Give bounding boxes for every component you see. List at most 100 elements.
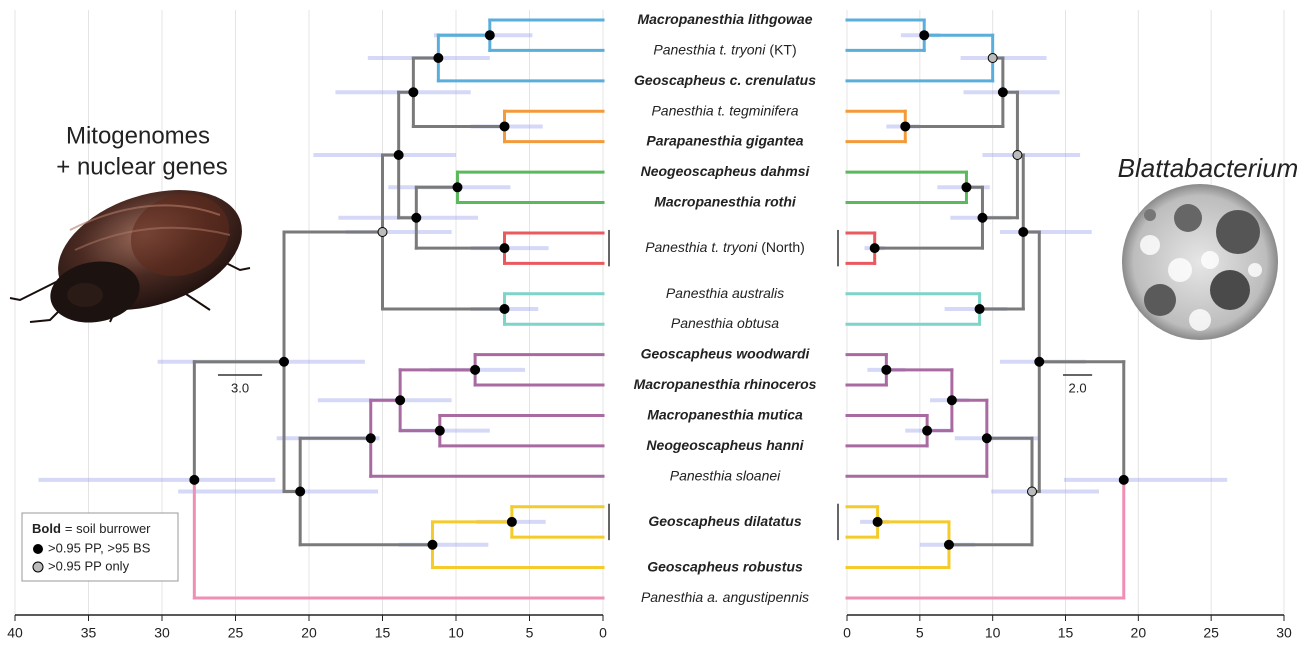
- node-full: [507, 517, 516, 526]
- taxon-name: Panesthia australis: [666, 284, 784, 300]
- node-full: [870, 244, 879, 253]
- node-full: [873, 517, 882, 526]
- node-full: [435, 426, 444, 435]
- taxon-label: Macropanesthia mutica: [647, 406, 803, 422]
- taxon-note: (KT): [769, 41, 796, 57]
- node-full: [453, 183, 462, 192]
- taxon-name: Macropanesthia mutica: [647, 406, 803, 422]
- node-full: [280, 357, 289, 366]
- beetle-image: [10, 168, 257, 331]
- node-full: [434, 54, 443, 63]
- legend-pp-dot: [33, 562, 43, 572]
- node-pp: [1013, 150, 1022, 159]
- taxon-name: Panesthia obtusa: [671, 315, 779, 331]
- node-full: [982, 434, 991, 443]
- left-title: Mitogenomes: [66, 122, 210, 149]
- node-full: [975, 304, 984, 313]
- node-pp: [1027, 487, 1036, 496]
- legend-full: >0.95 PP, >95 BS: [48, 540, 151, 555]
- right-title: Blattabacterium: [1118, 153, 1299, 183]
- taxon-name: Neogeoscapheus hanni: [646, 437, 804, 453]
- taxon-name: Panesthia a. angustipennis: [641, 589, 809, 605]
- left-subtitle: + nuclear genes: [56, 153, 227, 180]
- x-tick-label: 25: [1203, 625, 1219, 641]
- x-tick-label: 5: [526, 625, 534, 641]
- taxon-label: Geoscapheus woodwardi: [641, 345, 811, 361]
- legend-bold-word: Bold: [32, 521, 61, 536]
- taxon-label: Panesthia obtusa: [671, 315, 779, 331]
- node-full: [396, 396, 405, 405]
- node-pp: [378, 227, 387, 236]
- taxon-name: Macropanesthia rhinoceros: [634, 376, 817, 392]
- taxon-name: Parapanesthia gigantea: [646, 132, 803, 148]
- taxon-label: Geoscapheus robustus: [647, 558, 803, 574]
- node-full: [962, 183, 971, 192]
- node-full: [998, 88, 1007, 97]
- labels: Macropanesthia lithgowae Panesthia t. try…: [7, 11, 1292, 641]
- node-full: [409, 88, 418, 97]
- node-full: [1119, 475, 1128, 484]
- taxon-label: Geoscapheus c. crenulatus: [634, 72, 816, 88]
- taxon-label: Panesthia australis: [666, 284, 784, 300]
- legend: Bold = soil burrower >0.95 PP, >95 BS >0.…: [22, 513, 178, 581]
- x-tick-label: 30: [154, 625, 170, 641]
- taxon-name: Geoscapheus c. crenulatus: [634, 72, 816, 88]
- node-full: [428, 540, 437, 549]
- node-full: [882, 365, 891, 374]
- taxon-label: Panesthia t. tryoni(KT): [653, 41, 796, 57]
- taxon-name: Geoscapheus dilatatus: [648, 513, 801, 529]
- taxon-label: Macropanesthia lithgowae: [637, 11, 812, 27]
- node-full: [920, 31, 929, 40]
- taxon-name: Panesthia t. tryoni: [645, 239, 758, 255]
- taxon-label: Geoscapheus dilatatus: [648, 513, 801, 529]
- taxon-label: Parapanesthia gigantea: [646, 132, 803, 148]
- x-tick-label: 5: [916, 625, 924, 641]
- node-full: [190, 475, 199, 484]
- x-tick-label: 10: [985, 625, 1001, 641]
- scale-bar-label: 3.0: [231, 380, 249, 395]
- taxon-name: Geoscapheus robustus: [647, 558, 803, 574]
- taxon-name: Panesthia sloanei: [670, 467, 781, 483]
- legend-full-dot: [33, 544, 43, 554]
- taxon-label: Panesthia t. tryoni(North): [645, 239, 805, 255]
- taxon-note: (North): [761, 239, 805, 255]
- micrograph-image: [1122, 184, 1278, 340]
- node-full: [412, 213, 421, 222]
- x-tick-label: 40: [7, 625, 23, 641]
- legend-pp: >0.95 PP only: [48, 558, 130, 573]
- node-full: [485, 31, 494, 40]
- legend-bold-text: = soil burrower: [65, 521, 151, 536]
- taxon-name: Neogeoscapheus dahmsi: [641, 163, 811, 179]
- x-tick-label: 10: [448, 625, 464, 641]
- node-full: [500, 244, 509, 253]
- x-tick-label: 20: [1131, 625, 1147, 641]
- node-full: [1019, 227, 1028, 236]
- x-tick-label: 20: [301, 625, 317, 641]
- node-full: [500, 122, 509, 131]
- node-full: [901, 122, 910, 131]
- node-full: [394, 150, 403, 159]
- taxon-label: Panesthia sloanei: [670, 467, 781, 483]
- figure: Mitogenomes + nuclear genes Blattabacter…: [0, 0, 1313, 648]
- node-full: [978, 213, 987, 222]
- taxon-label: Neogeoscapheus dahmsi: [641, 163, 811, 179]
- x-tick-label: 15: [375, 625, 391, 641]
- node-full: [366, 434, 375, 443]
- node-full: [923, 426, 932, 435]
- node-full: [1035, 357, 1044, 366]
- taxon-label: Macropanesthia rhinoceros: [634, 376, 817, 392]
- x-tick-label: 35: [81, 625, 97, 641]
- node-full: [947, 396, 956, 405]
- taxon-name: Panesthia t. tegminifera: [651, 102, 798, 118]
- taxon-label: Panesthia a. angustipennis: [641, 589, 809, 605]
- taxon-label: Panesthia t. tegminifera: [651, 102, 798, 118]
- taxon-name: Panesthia t. tryoni: [653, 41, 766, 57]
- x-tick-label: 0: [599, 625, 607, 641]
- legend-bold: Bold = soil burrower: [32, 521, 151, 536]
- x-tick-label: 15: [1058, 625, 1074, 641]
- node-full: [471, 365, 480, 374]
- taxon-name: Geoscapheus woodwardi: [641, 345, 811, 361]
- taxon-name: Macropanesthia lithgowae: [637, 11, 812, 27]
- node-full: [944, 540, 953, 549]
- taxon-name: Macropanesthia rothi: [654, 193, 797, 209]
